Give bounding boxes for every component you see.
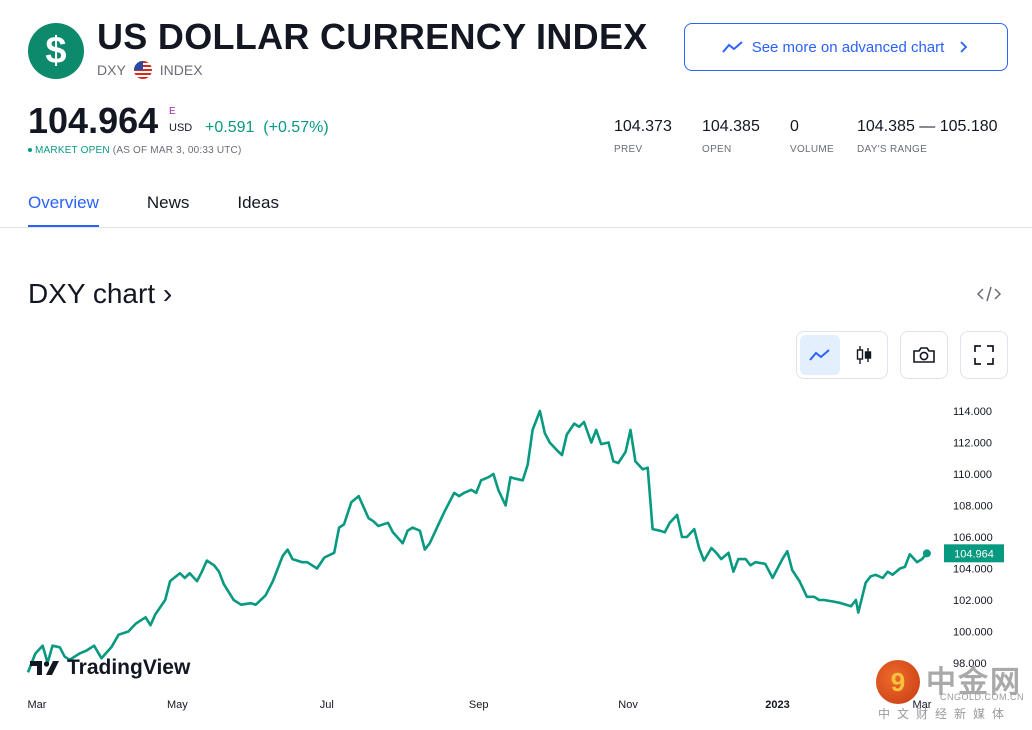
fullscreen-button[interactable] xyxy=(960,331,1008,379)
cngold-logo-icon: 9 xyxy=(876,660,920,704)
tradingview-icon xyxy=(30,661,59,675)
last-price: 104.964 xyxy=(28,100,159,141)
stat-label: VOLUME xyxy=(790,144,835,155)
market-status: MARKET OPEN (AS OF MAR 3, 00:33 UTC) xyxy=(28,145,242,156)
x-tick-label: May xyxy=(167,699,188,711)
price-line-series xyxy=(26,409,928,673)
cngold-watermark: 9 中金网 CNGOLD.COM.CN 中文财经新媒体 xyxy=(874,657,1024,723)
x-tick-label: Sep xyxy=(469,699,489,711)
change-value: +0.591 xyxy=(205,119,255,136)
y-tick-label: 108.000 xyxy=(953,501,993,513)
last-price-point xyxy=(922,549,931,558)
price-chart[interactable]: 114.000 112.000 110.000 108.000 106.000 104.0… xyxy=(0,395,1032,725)
stat-days-range: 104.385 — 105.180 DAY'S RANGE xyxy=(857,118,998,155)
watermark-url: CNGOLD.COM.CN xyxy=(940,692,1025,702)
stat-label: PREV xyxy=(614,144,643,155)
stat-label: DAY'S RANGE xyxy=(857,144,928,155)
ticker-label: DXY xyxy=(97,62,126,78)
x-tick-label: Nov xyxy=(618,699,638,711)
tab-divider xyxy=(0,227,1032,228)
y-tick-label: 102.000 xyxy=(953,595,993,607)
line-trend-icon xyxy=(721,41,743,53)
tab-news[interactable]: News xyxy=(146,193,190,212)
page-title: US DOLLAR CURRENCY INDEX xyxy=(97,16,648,57)
x-tick-label: Jul xyxy=(320,699,334,711)
candles-style-button[interactable] xyxy=(844,335,884,375)
x-tick-label: Mar xyxy=(913,699,932,711)
tab-ideas[interactable]: Ideas xyxy=(237,193,279,212)
us-flag-icon xyxy=(133,61,152,79)
last-value-label: 104.964 xyxy=(954,548,994,560)
status-dot-icon xyxy=(28,148,32,153)
camera-icon xyxy=(913,347,935,363)
stat-value: 104.385 — 105.180 xyxy=(857,118,998,135)
stat-prev: 104.373 PREV xyxy=(614,118,672,155)
line-chart-icon xyxy=(809,349,830,361)
y-tick-label: 104.000 xyxy=(953,564,993,576)
change-percent: (+0.57%) xyxy=(263,119,329,136)
tab-overview[interactable]: Overview xyxy=(28,193,99,228)
line-style-button[interactable] xyxy=(800,335,840,375)
chevron-right-icon xyxy=(960,41,968,53)
y-tick-label: 100.000 xyxy=(953,627,993,639)
index-logo: $ xyxy=(28,23,84,79)
advanced-chart-label: See more on advanced chart xyxy=(751,38,945,56)
y-tick-label: 106.000 xyxy=(953,532,993,544)
stat-volume: 0 VOLUME xyxy=(790,118,834,155)
code-embed-icon[interactable] xyxy=(976,284,1002,304)
last-value-badge xyxy=(944,544,1004,563)
chart-title-link[interactable]: DXY chart › xyxy=(28,278,173,309)
y-tick-label: 98.000 xyxy=(953,658,987,670)
price-currency: USD xyxy=(169,122,193,134)
symbol-subline: DXY INDEX xyxy=(97,61,203,79)
price-change: +0.591 (+0.57%) xyxy=(205,119,329,137)
tradingview-logo[interactable]: TradingView xyxy=(29,656,190,680)
y-tick-label: 112.000 xyxy=(953,438,992,450)
y-tick-label: 110.000 xyxy=(953,469,992,481)
stat-value: 104.385 xyxy=(702,118,760,135)
watermark-brand: 中金网 xyxy=(926,665,1022,700)
stat-value: 0 xyxy=(790,118,799,135)
advanced-chart-button[interactable]: See more on advanced chart xyxy=(684,23,1008,71)
x-tick-label: 2023 xyxy=(765,699,789,711)
candles-icon xyxy=(856,346,872,364)
tradingview-wordmark: TradingView xyxy=(67,656,191,679)
as-of-label: (AS OF MAR 3, 00:33 UTC) xyxy=(112,145,242,156)
chart-style-toggle xyxy=(796,331,888,379)
stat-open: 104.385 OPEN xyxy=(702,118,760,155)
watermark-tagline: 中文财经新媒体 xyxy=(878,707,1012,721)
type-label: INDEX xyxy=(159,62,203,78)
fullscreen-icon xyxy=(974,345,994,365)
tab-bar: Overview News Ideas xyxy=(28,193,279,228)
x-tick-label: Mar xyxy=(28,699,47,711)
market-open-label: MARKET OPEN xyxy=(35,145,110,156)
stat-value: 104.373 xyxy=(614,118,672,135)
stat-label: OPEN xyxy=(702,144,732,155)
snapshot-button[interactable] xyxy=(900,331,948,379)
price-marker: E xyxy=(169,106,176,117)
y-tick-label: 114.000 xyxy=(953,406,992,418)
